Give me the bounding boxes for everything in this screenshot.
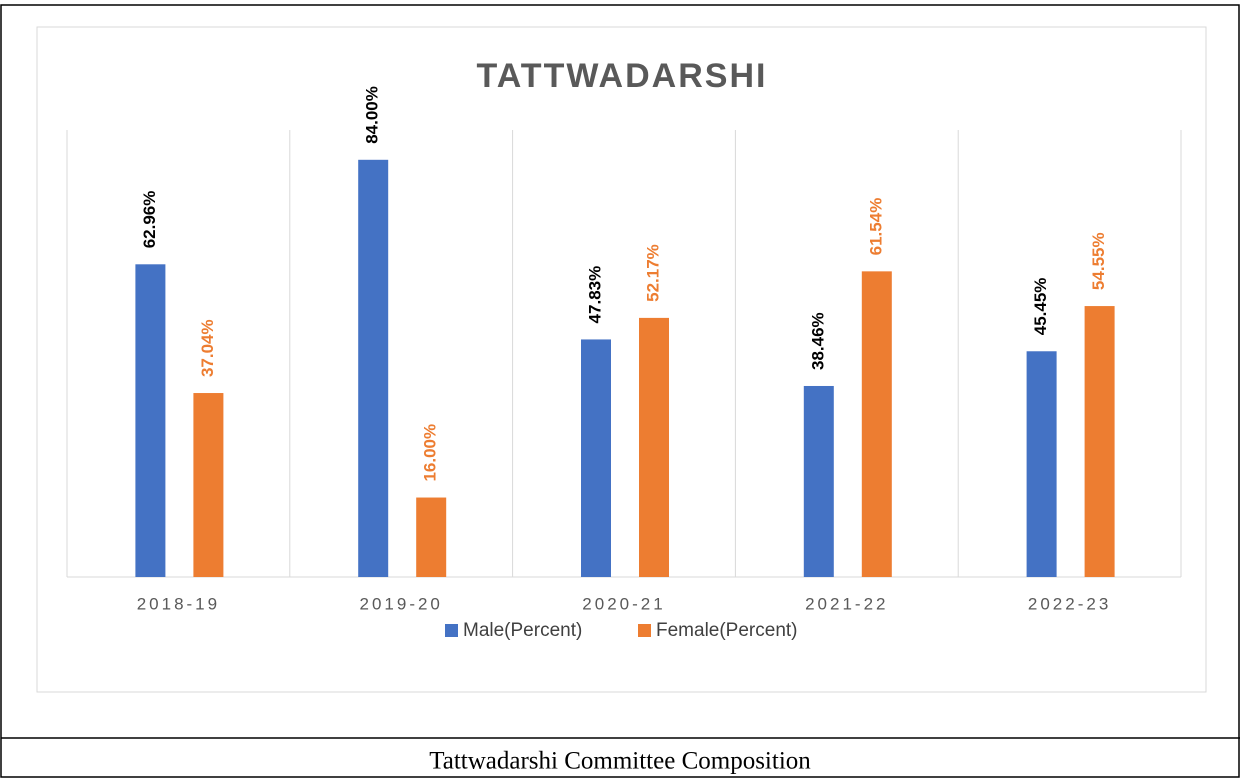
data-label: 52.17%	[643, 244, 662, 302]
data-label: 16.00%	[421, 424, 440, 482]
bar	[861, 271, 892, 577]
data-label: 54.55%	[1089, 232, 1108, 290]
legend-swatch	[445, 624, 458, 637]
bar	[358, 159, 389, 578]
data-label: 37.04%	[198, 319, 217, 377]
bar	[581, 339, 611, 577]
data-label: 84.00%	[363, 86, 382, 144]
x-tick-label: 2019-20	[360, 594, 443, 613]
bar	[416, 497, 447, 577]
data-label: 47.83%	[585, 266, 604, 324]
legend-swatch	[638, 624, 651, 637]
x-tick-label: 2022-23	[1028, 594, 1111, 613]
data-label: 61.54%	[866, 198, 885, 256]
bar	[639, 317, 669, 577]
chart-frame	[36, 26, 1207, 693]
data-label: 62.96%	[140, 191, 159, 249]
legend-label: Female(Percent)	[656, 620, 798, 641]
chart-title: TATTWADARSHI	[477, 57, 768, 95]
outer-frame	[0, 4, 1240, 778]
bar	[1084, 306, 1115, 577]
x-tick-label: 2020-21	[582, 594, 665, 613]
bar	[135, 264, 166, 577]
legend-label: Male(Percent)	[463, 620, 582, 641]
bar	[1026, 351, 1057, 577]
x-tick-label: 2021-22	[805, 594, 888, 613]
caption: Tattwadarshi Committee Composition	[429, 748, 811, 775]
x-tick-label: 2018-19	[137, 594, 220, 613]
data-label: 38.46%	[808, 312, 827, 370]
bar	[193, 393, 224, 577]
bar	[803, 385, 834, 577]
data-label: 45.45%	[1031, 278, 1050, 336]
